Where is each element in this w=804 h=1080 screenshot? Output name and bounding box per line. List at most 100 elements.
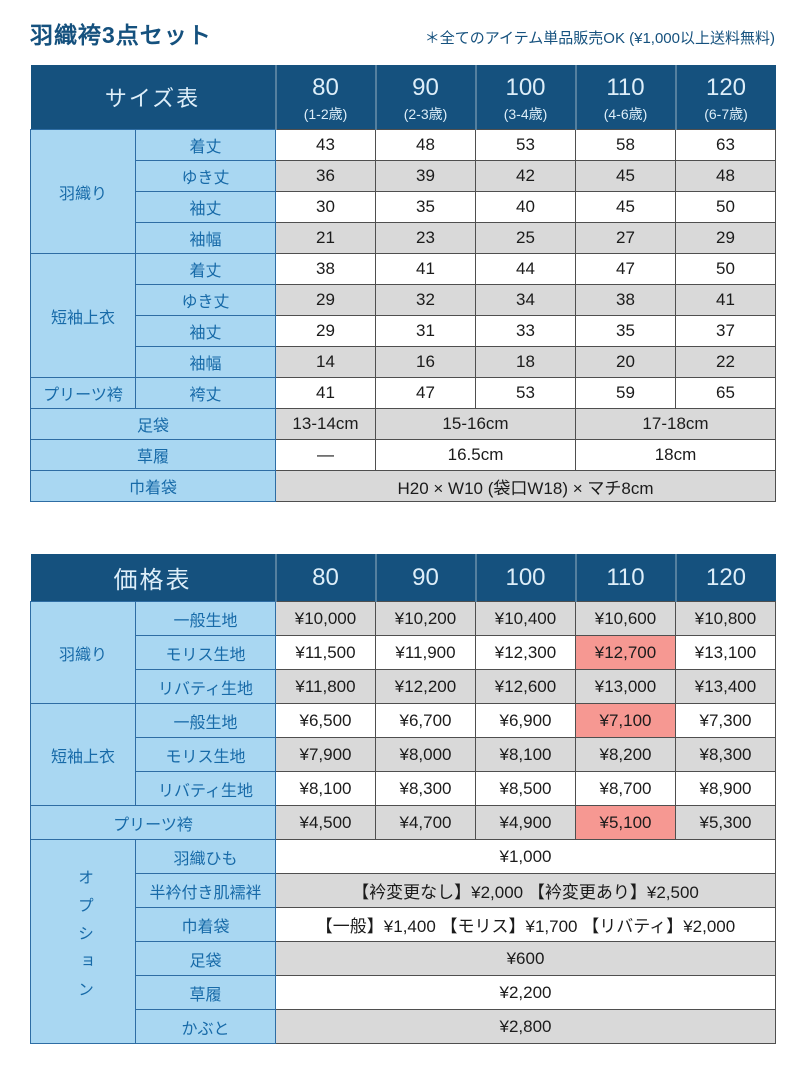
value-cell: ¥12,600 <box>475 669 576 704</box>
option-label-cell: 羽織ひも <box>135 839 276 874</box>
row-label-cell: 袖幅 <box>135 222 276 254</box>
table-row: 短袖上衣 着丈 38 41 44 47 50 <box>30 253 776 378</box>
price-header-row: 価格表 80 90 100 110 120 <box>30 554 776 602</box>
value-cell: 20 <box>575 346 676 378</box>
group-cell: 羽織り <box>30 129 136 254</box>
row-label-cell: 一般生地 <box>135 601 276 636</box>
value-cell: ¥10,200 <box>375 601 476 636</box>
group-cell: 短袖上衣 <box>30 703 136 806</box>
size-column-header: 110 (4-6歳) <box>574 65 676 130</box>
value-cell: 27 <box>575 222 676 254</box>
value-cell: 50 <box>675 191 776 223</box>
value-cell: 18cm <box>575 439 776 471</box>
option-label-cell: 半衿付き肌襦袢 <box>135 873 276 908</box>
table-row: オプション 羽織ひも ¥1,000 <box>30 839 776 1044</box>
value-cell: ¥10,800 <box>675 601 776 636</box>
sales-note: ＊全てのアイテム単品販売OK (¥1,000以上送料無料) <box>424 30 775 47</box>
value-cell: 18 <box>475 346 576 378</box>
row-label-cell: 巾着袋 <box>30 470 276 502</box>
value-cell: 29 <box>275 284 376 316</box>
value-cell: 31 <box>375 315 476 347</box>
value-cell: 33 <box>475 315 576 347</box>
size-table: サイズ表 80 (1-2歳) 90 (2-3歳) 100 (3-4歳) 110 (4-6… <box>30 65 776 502</box>
column-size-label: 80 <box>312 73 339 101</box>
value-cell: ¥4,700 <box>375 805 476 840</box>
table-row: 草履 ¥2,200 <box>31 975 776 1010</box>
value-cell: ¥10,600 <box>575 601 676 636</box>
value-cell: ¥13,000 <box>575 669 676 704</box>
value-cell: 40 <box>475 191 576 223</box>
value-cell: ¥13,100 <box>675 635 776 670</box>
value-cell: 34 <box>475 284 576 316</box>
value-cell-highlighted: ¥12,700 <box>575 635 676 670</box>
value-cell: 41 <box>275 377 376 409</box>
table-row: モリス生地 ¥7,900 ¥8,000 ¥8,100 ¥8,200 ¥8,300 <box>31 737 776 772</box>
value-cell: 29 <box>275 315 376 347</box>
value-cell: ¥8,700 <box>575 771 676 806</box>
option-label-cell: 草履 <box>135 975 276 1010</box>
value-cell: 29 <box>675 222 776 254</box>
value-cell: ¥4,500 <box>275 805 376 840</box>
value-cell: ¥7,300 <box>675 703 776 738</box>
value-cell: 23 <box>375 222 476 254</box>
value-cell: 41 <box>675 284 776 316</box>
column-size-label: 120 <box>705 73 747 101</box>
table-row: 短袖上衣 一般生地 ¥6,500 ¥6,700 ¥6,900 ¥7,100 ¥7… <box>30 703 776 806</box>
value-cell: 35 <box>575 315 676 347</box>
value-cell: ¥11,800 <box>275 669 376 704</box>
column-size-label: 110 <box>606 73 645 101</box>
column-age-label: (6-7歳) <box>704 105 748 122</box>
size-column-header: 120 (6-7歳) <box>674 65 776 130</box>
value-cell: 15-16cm <box>375 408 576 440</box>
column-age-label: (4-6歳) <box>603 105 648 122</box>
option-label-cell: 巾着袋 <box>135 907 276 942</box>
value-cell: 39 <box>375 160 476 192</box>
price-column-header: 110 <box>574 554 676 602</box>
table-row: 巾着袋 【一般】¥1,400 【モリス】¥1,700 【リバティ】¥2,000 <box>31 907 776 942</box>
value-cell: ¥7,900 <box>275 737 376 772</box>
table-row: 羽織り 一般生地 ¥10,000 ¥10,200 ¥10,400 ¥10,600… <box>30 601 776 704</box>
group-cell: 羽織り <box>30 601 136 704</box>
value-cell: 16 <box>375 346 476 378</box>
value-cell: ¥6,900 <box>475 703 576 738</box>
value-cell: ¥6,700 <box>375 703 476 738</box>
table-row: 巾着袋 H20 × W10 (袋口W18) × マチ8cm <box>30 470 776 502</box>
table-row: リバティ生地 ¥8,100 ¥8,300 ¥8,500 ¥8,700 ¥8,90… <box>31 771 776 806</box>
table-row: プリーツ袴 袴丈 41 47 53 59 65 <box>30 377 776 409</box>
value-cell: ¥8,000 <box>375 737 476 772</box>
option-value-cell: ¥1,000 <box>275 839 776 874</box>
price-column-header: 120 <box>674 554 776 602</box>
value-cell: 63 <box>675 129 776 161</box>
value-cell: 41 <box>375 253 476 285</box>
value-cell-highlighted: ¥5,100 <box>575 805 676 840</box>
row-label-cell: プリーツ袴 <box>30 805 276 840</box>
value-cell: 42 <box>475 160 576 192</box>
group-cell-options: オプション <box>30 839 136 1044</box>
value-cell: 47 <box>375 377 476 409</box>
value-cell: ¥8,100 <box>275 771 376 806</box>
value-cell: 65 <box>675 377 776 409</box>
option-label-cell: 足袋 <box>135 941 276 976</box>
table-row: 羽織り 着丈 43 48 53 58 63 <box>30 129 776 254</box>
table-row: かぶと ¥2,800 <box>31 1009 776 1044</box>
row-label-cell: 草履 <box>30 439 276 471</box>
row-label-cell: リバティ生地 <box>135 771 276 806</box>
price-table-title: 価格表 <box>30 554 276 602</box>
value-cell: 38 <box>275 253 376 285</box>
value-cell: ¥13,400 <box>675 669 776 704</box>
table-row: ゆき丈 29 32 34 38 41 <box>31 284 776 316</box>
size-column-header: 90 (2-3歳) <box>374 65 476 130</box>
table-row: 草履 — 16.5cm 18cm <box>30 439 776 471</box>
value-cell: 35 <box>375 191 476 223</box>
value-cell: 53 <box>475 377 576 409</box>
value-cell: 58 <box>575 129 676 161</box>
row-label-cell: 一般生地 <box>135 703 276 738</box>
row-label-cell: 袴丈 <box>135 377 276 409</box>
value-cell: 53 <box>475 129 576 161</box>
value-cell: ¥11,900 <box>375 635 476 670</box>
option-value-cell: 【一般】¥1,400 【モリス】¥1,700 【リバティ】¥2,000 <box>275 907 776 942</box>
value-cell: 37 <box>675 315 776 347</box>
group-cell: プリーツ袴 <box>30 377 136 409</box>
table-row: 足袋 13-14cm 15-16cm 17-18cm <box>30 408 776 440</box>
value-cell: ¥8,900 <box>675 771 776 806</box>
